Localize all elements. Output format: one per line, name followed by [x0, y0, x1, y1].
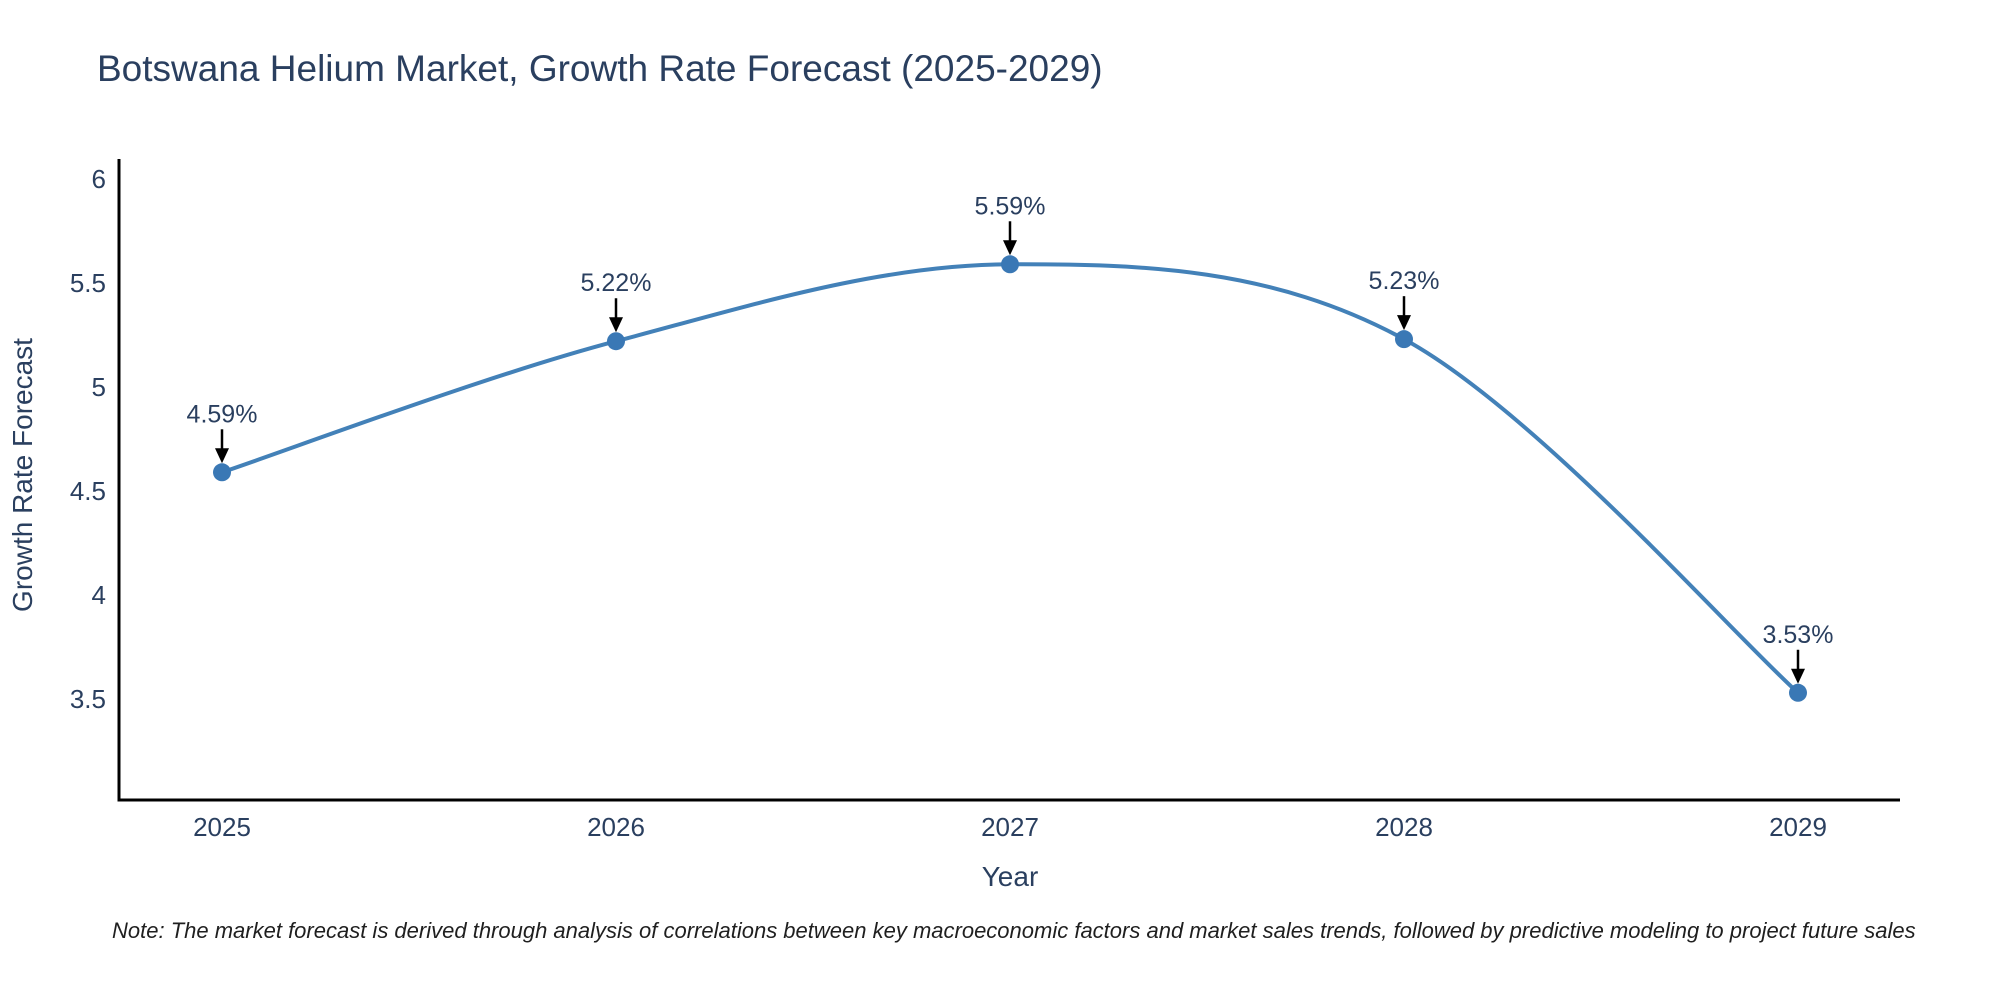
- y-tick-label: 3.5: [70, 684, 106, 714]
- chart-title: Botswana Helium Market, Growth Rate Fore…: [97, 48, 1103, 89]
- x-tick-label: 2025: [193, 812, 251, 842]
- point-annotations: 4.59% 5.22% 5.59% 5.23% 3.53%: [187, 192, 1834, 684]
- y-axis-title: Growth Rate Forecast: [7, 338, 38, 612]
- y-tick-label: 5: [92, 372, 106, 402]
- axis-tick-labels: 3.5 4 4.5 5 5.5 6 2025 2026 2027 2028 2029: [70, 164, 1827, 842]
- forecast-line: [220, 262, 1800, 695]
- point-value-label: 5.59%: [975, 192, 1046, 220]
- y-tick-label: 6: [92, 164, 106, 194]
- data-point-marker: [607, 332, 625, 351]
- footnote: Note: The market forecast is derived thr…: [112, 918, 1916, 943]
- x-tick-label: 2029: [1769, 812, 1827, 842]
- x-tick-label: 2026: [587, 812, 645, 842]
- x-tick-label: 2027: [981, 812, 1039, 842]
- y-tick-label: 5.5: [70, 268, 106, 298]
- annotation-arrow-head: [609, 317, 623, 333]
- annotation-arrow-head: [215, 448, 229, 464]
- point-value-label: 5.23%: [1369, 267, 1440, 295]
- x-axis-title: Year: [982, 861, 1039, 892]
- data-point-marker: [1001, 255, 1019, 274]
- point-value-label: 3.53%: [1763, 621, 1834, 649]
- y-tick-label: 4: [92, 580, 106, 610]
- axes: [117, 159, 1900, 802]
- data-point-marker: [213, 463, 231, 482]
- annotation-arrow-head: [1791, 668, 1805, 684]
- data-point-marker: [1789, 683, 1807, 702]
- y-tick-label: 4.5: [70, 476, 106, 506]
- data-point-marker: [1395, 330, 1413, 349]
- point-value-label: 4.59%: [187, 400, 258, 428]
- annotation-arrow-head: [1003, 240, 1017, 256]
- point-value-label: 5.22%: [581, 269, 652, 297]
- annotation-arrow-head: [1397, 315, 1411, 331]
- x-tick-label: 2028: [1375, 812, 1433, 842]
- forecast-line-series: [213, 255, 1807, 702]
